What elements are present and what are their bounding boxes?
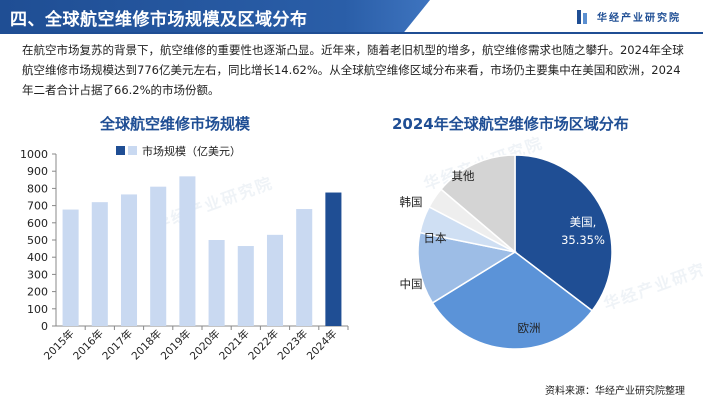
- legend-label: 市场规模（亿美元）: [142, 144, 241, 158]
- bar: [62, 209, 79, 326]
- y-tick-label: 400: [27, 251, 48, 264]
- pie-label: 韩国: [400, 195, 423, 209]
- bar-chart-title: 全球航空维修市场规模: [100, 115, 251, 133]
- legend-swatch: [128, 146, 137, 155]
- bar: [91, 202, 108, 326]
- brand: 华经产业研究院: [577, 9, 681, 24]
- pie-slice: [514, 154, 613, 312]
- title-bar: [0, 0, 430, 32]
- header: 四、全球航空维修市场规模及区域分布 华经产业研究院: [0, 0, 703, 34]
- pie-slice: [417, 231, 518, 304]
- header-divider: [0, 32, 703, 34]
- pie-label: 欧洲: [518, 321, 541, 335]
- y-tick-label: 300: [27, 268, 48, 281]
- y-tick-label: 100: [27, 303, 48, 316]
- pie-label: 中国: [400, 277, 423, 291]
- y-tick-label: 900: [27, 165, 48, 178]
- pie-label: 日本: [424, 231, 447, 245]
- x-tick-label: 2021年: [216, 327, 252, 363]
- pie-slice: [439, 154, 516, 254]
- bar: [179, 176, 196, 326]
- pie-label: 美国,: [570, 215, 597, 229]
- intro-paragraph: 在航空市场复苏的背景下，航空维修的重要性也逐渐凸显。近年来，随着老旧机型的增多，…: [22, 43, 684, 97]
- y-tick-label: 800: [27, 182, 48, 195]
- bar: [296, 209, 313, 326]
- pie-label: 其他: [452, 169, 475, 183]
- bar: [266, 234, 284, 326]
- bar-chart: 010020030040050060070080090010002015年201…: [20, 144, 349, 363]
- page-title: 四、全球航空维修市场规模及区域分布: [10, 10, 308, 30]
- x-tick-label: 2016年: [70, 327, 106, 363]
- y-tick-label: 1000: [20, 148, 48, 161]
- legend: 市场规模（亿美元）: [116, 144, 241, 158]
- x-tick-label: 2024年: [304, 327, 340, 363]
- y-tick-label: 200: [27, 286, 48, 299]
- y-tick-label: 700: [27, 200, 48, 213]
- x-tick-label: 2022年: [246, 327, 282, 363]
- legend-swatch-highlight: [116, 146, 125, 155]
- pie-value-label: 35.35%: [561, 233, 605, 247]
- bar: [325, 192, 342, 326]
- y-tick-label: 500: [27, 234, 48, 247]
- bar: [237, 246, 254, 326]
- brand-logo-icon: [577, 9, 591, 24]
- pie-slice: [431, 251, 594, 350]
- x-tick-label: 2017年: [100, 327, 136, 363]
- brand-name: 华经产业研究院: [597, 13, 681, 24]
- x-tick-label: 2019年: [158, 327, 194, 363]
- source-note: 资料来源：华经产业研究院整理: [545, 386, 685, 397]
- x-tick-label: 2020年: [187, 327, 223, 363]
- y-tick-label: 600: [27, 217, 48, 230]
- x-tick-label: 2023年: [275, 327, 311, 363]
- x-tick-label: 2018年: [129, 327, 165, 363]
- bar: [150, 186, 167, 326]
- bar: [208, 240, 225, 326]
- pie-chart: 美国, 35.35% 欧洲 中国 日本 韩国 其他: [400, 154, 613, 350]
- y-tick-label: 0: [41, 320, 48, 333]
- pie-chart-title: 2024年全球航空维修市场区域分布: [392, 115, 629, 133]
- bar: [120, 194, 138, 326]
